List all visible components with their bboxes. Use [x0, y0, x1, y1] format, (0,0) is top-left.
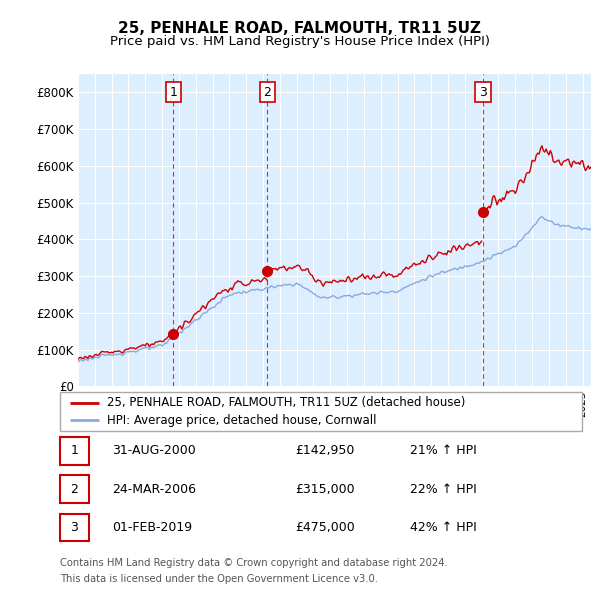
Text: 25, PENHALE ROAD, FALMOUTH, TR11 5UZ (detached house): 25, PENHALE ROAD, FALMOUTH, TR11 5UZ (de…	[107, 396, 466, 409]
Text: 3: 3	[479, 86, 487, 99]
Text: Price paid vs. HM Land Registry's House Price Index (HPI): Price paid vs. HM Land Registry's House …	[110, 35, 490, 48]
Text: HPI: Average price, detached house, Cornwall: HPI: Average price, detached house, Corn…	[107, 414, 376, 427]
Text: £142,950: £142,950	[295, 444, 354, 457]
Text: 25, PENHALE ROAD, FALMOUTH, TR11 5UZ: 25, PENHALE ROAD, FALMOUTH, TR11 5UZ	[119, 21, 482, 35]
Text: 21% ↑ HPI: 21% ↑ HPI	[410, 444, 476, 457]
Text: 31-AUG-2000: 31-AUG-2000	[112, 444, 196, 457]
Text: 1: 1	[169, 86, 177, 99]
Text: 2: 2	[70, 483, 78, 496]
Text: £475,000: £475,000	[295, 521, 355, 534]
Bar	[60, 437, 89, 464]
Text: 01-FEB-2019: 01-FEB-2019	[112, 521, 193, 534]
Text: 22% ↑ HPI: 22% ↑ HPI	[410, 483, 476, 496]
Text: 3: 3	[70, 521, 78, 534]
Bar	[60, 476, 89, 503]
Text: 42% ↑ HPI: 42% ↑ HPI	[410, 521, 476, 534]
Text: 24-MAR-2006: 24-MAR-2006	[112, 483, 196, 496]
Text: 1: 1	[70, 444, 78, 457]
Text: £315,000: £315,000	[295, 483, 355, 496]
Text: This data is licensed under the Open Government Licence v3.0.: This data is licensed under the Open Gov…	[60, 574, 378, 584]
Bar	[60, 514, 89, 541]
Text: 2: 2	[263, 86, 271, 99]
Text: Contains HM Land Registry data © Crown copyright and database right 2024.: Contains HM Land Registry data © Crown c…	[60, 558, 448, 568]
